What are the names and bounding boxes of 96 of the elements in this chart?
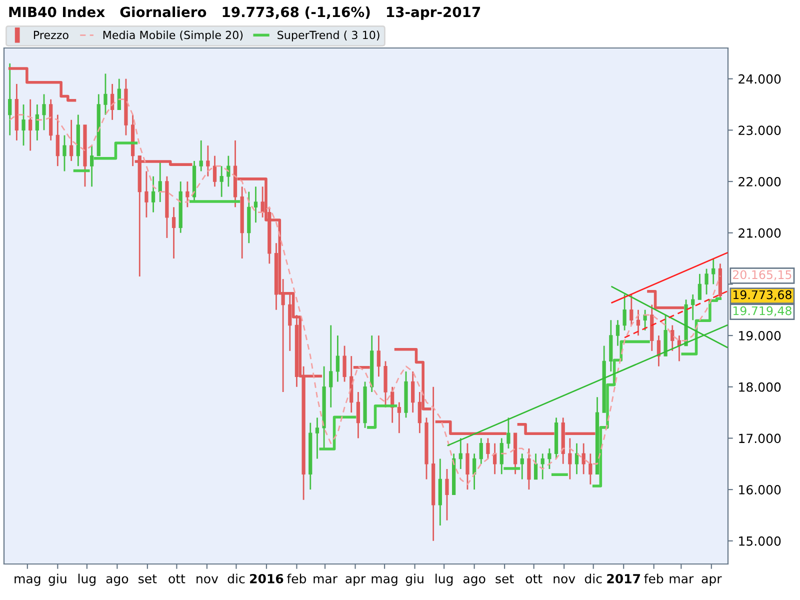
candlestick [520,452,524,480]
candlestick [698,273,702,300]
candlestick [260,186,264,218]
candlestick [670,324,674,352]
y-tick-label: 23.000 [738,126,781,136]
candlestick [151,176,156,213]
candlestick [411,370,415,414]
y-tick-label: 24.000 [738,74,781,84]
x-tick-label: lug [436,574,453,586]
candlestick [540,452,544,480]
candlestick [527,448,531,490]
candlestick [616,319,620,346]
x-tick-label: ago [106,576,128,586]
data-label: 19.719,48 [733,306,792,316]
x-tick-label: ago [463,576,486,586]
x-tick-label: ott [526,574,542,584]
candlestick [117,78,121,110]
candlestick [704,268,708,296]
candlestick [329,324,333,408]
candlestick [104,72,108,116]
candlestick [336,334,340,382]
candlestick [172,206,176,260]
candlestick [712,258,716,285]
y-tick-label: 16.000 [739,485,781,494]
candlestick [691,294,695,321]
candlestick [220,165,224,198]
candlestick [534,452,538,480]
x-tick-label: nov [196,576,218,584]
candlestick [199,140,203,172]
y-tick-label: 19.000 [739,330,781,340]
candlestick [254,186,258,224]
candlestick [466,442,470,490]
data-label: 20.165,15 [733,270,792,280]
candlestick [636,309,640,336]
x-tick-label: giu [406,574,424,586]
x-tick-label: feb [286,574,306,584]
candlestick [90,144,94,188]
candlestick [8,62,12,136]
candlestick [630,294,634,326]
x-tick-label: set [496,574,514,584]
candlestick [186,180,190,208]
y-tick-label: 17.000 [739,434,781,444]
candlestick [588,452,592,486]
x-tick-label: feb [644,574,664,584]
candlestick [56,114,60,167]
candlestick [479,438,483,465]
candlestick [206,144,210,178]
candlestick [458,438,462,470]
candlestick [35,104,39,142]
x-tick-label: ott [168,574,186,584]
candlestick [486,438,490,460]
x-tick-label: nov [554,576,576,584]
x-tick-label: giu [48,574,66,586]
candlestick [376,334,380,378]
x-tick-label: mar [670,576,694,584]
x-tick-label: mag [14,576,40,586]
candlestick [622,294,626,332]
candlestick [70,119,74,162]
legend-label: Prezzo [34,30,68,40]
x-tick-label: lug [78,574,96,586]
x-tick-label: dic [228,574,245,584]
candlestick [22,104,26,146]
candlestick [548,448,552,470]
candlestick [397,402,401,434]
candlestick [28,98,32,152]
candlestick [506,416,510,450]
y-tick-label: 18.000 [739,382,781,392]
text: 19.773,68 [733,290,792,300]
y-tick-label: 22.000 [738,176,781,186]
candlestick [212,155,217,188]
candlestick [158,160,162,203]
x-tick-label: dic [584,574,602,584]
x-tick-label: apr [702,576,722,586]
candlestick [445,468,449,522]
x-tick-label: mag [372,576,398,586]
x-tick-label: set [138,574,157,584]
candlestick [582,442,586,475]
legend-label: SuperTrend ( 3 10) [278,30,380,42]
candlestick [62,134,66,172]
x-tick-label: mar [314,576,338,584]
x-tick-label: apr [346,576,366,586]
chart-title: MIB40 Index Giornaliero 19.773,68 (-1,16%) 13-apr-2017 [9,6,480,20]
candlestick [568,438,572,480]
legend-label: Media Mobile (Simple 20) [103,30,243,42]
y-tick-label: 15.000 [739,536,781,546]
candlestick [356,391,360,439]
candlestick [472,452,476,490]
candlestick [144,170,148,218]
candlestick [500,438,504,475]
candlestick [288,294,292,352]
y-tick-label: 21.000 [738,228,781,238]
x-tick-label: 2016 [250,574,284,584]
candlestick [42,94,46,131]
candlestick [315,416,320,460]
candlestick [342,345,346,382]
x-tick-label: 2017 [607,574,640,584]
